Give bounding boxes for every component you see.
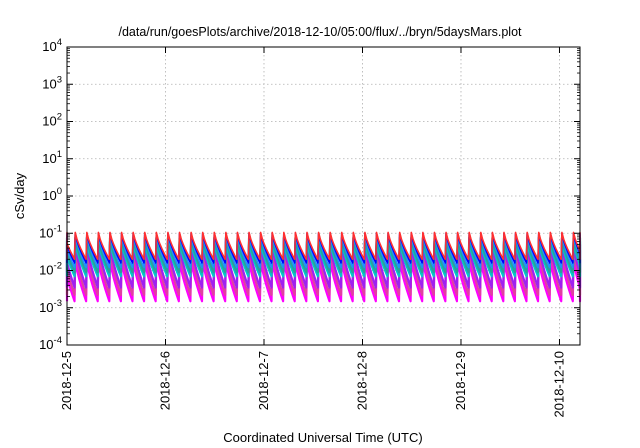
y-tick-label: 104 — [42, 37, 62, 54]
y-axis-label: cSv/day — [12, 172, 27, 219]
y-axis-ticks: 104 103 102 101 100 10-1 10-2 10-3 10-4 — [39, 37, 580, 352]
x-tick-label: 2018-12-5 — [59, 351, 74, 410]
x-tick-label: 2018-12-7 — [256, 351, 271, 410]
series-line — [65, 236, 582, 274]
y-tick-label: 101 — [42, 149, 62, 166]
x-axis-ticks: 2018-12-5 2018-12-6 2018-12-7 2018-12-8 2018… — [59, 47, 566, 418]
series-line — [65, 243, 582, 289]
y-tick-label: 10-2 — [39, 261, 62, 278]
x-tick-label: 2018-12-6 — [157, 351, 172, 410]
y-tick-label: 103 — [42, 74, 62, 91]
y-tick-label: 10-4 — [39, 335, 62, 352]
y-tick-label: 10-3 — [39, 298, 62, 315]
series-line — [65, 258, 582, 303]
x-tick-label: 2018-12-8 — [354, 351, 369, 410]
chart-title: /data/run/goesPlots/archive/2018-12-10/0… — [118, 25, 522, 39]
y-tick-label: 100 — [42, 186, 62, 203]
series-line — [65, 249, 582, 297]
series-line — [66, 231, 581, 261]
series-line — [66, 234, 581, 269]
x-tick-label: 2018-12-9 — [453, 351, 468, 410]
x-tick-label: 2018-12-10 — [551, 351, 566, 418]
y-tick-label: 10-1 — [39, 223, 62, 240]
x-axis-label: Coordinated Universal Time (UTC) — [223, 430, 422, 445]
series-group — [65, 231, 582, 303]
y-tick-label: 102 — [42, 112, 62, 129]
